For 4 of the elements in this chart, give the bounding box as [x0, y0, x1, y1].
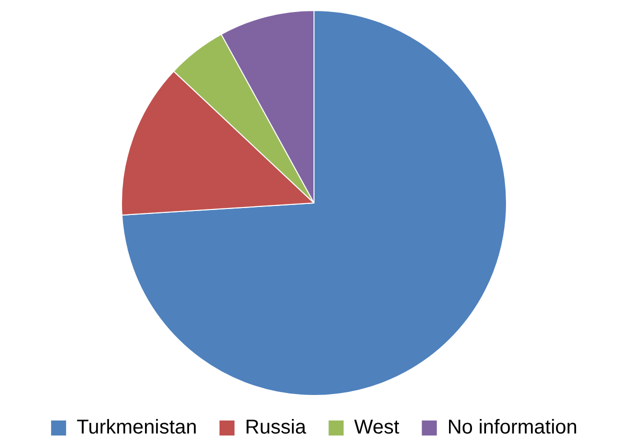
legend-label: West	[354, 416, 400, 439]
legend-label: Russia	[245, 416, 308, 439]
legend-label: Turkmenistan	[76, 416, 198, 439]
legend-label: No information	[447, 416, 578, 439]
